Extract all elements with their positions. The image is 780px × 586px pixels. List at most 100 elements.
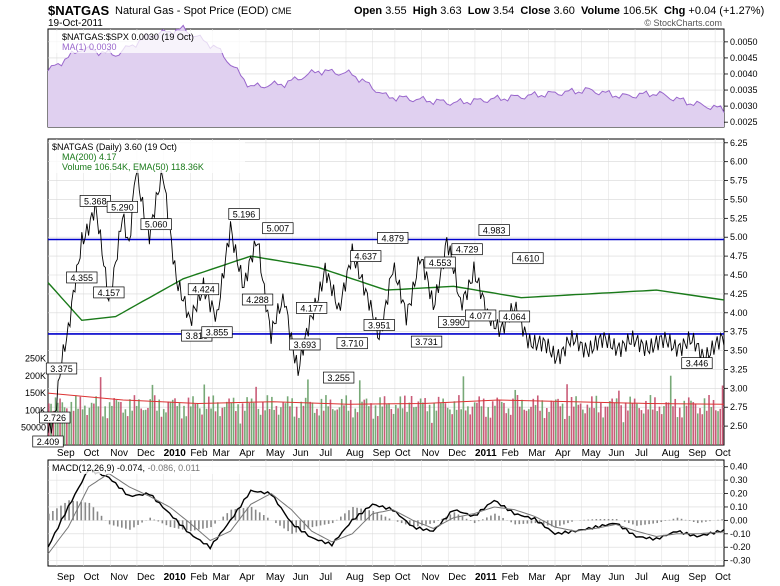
volume-bar [491, 401, 494, 445]
volume-bar [404, 395, 406, 445]
volume-bar [476, 402, 478, 445]
volume-bar [223, 407, 226, 445]
macd-histogram-bar [530, 520, 533, 524]
volume-bar [169, 401, 172, 445]
volume-bar [672, 406, 674, 445]
macd-histogram-bar [125, 520, 127, 529]
macd-histogram-bar [262, 515, 265, 521]
x-axis-mid-label: Mar [528, 448, 546, 459]
volume-bar [347, 410, 350, 445]
volume-bar [609, 401, 611, 445]
macd-histogram-bar [185, 520, 188, 531]
volume-bar [250, 398, 253, 445]
price-label-box [410, 335, 443, 348]
x-axis-mid-label: Jul [635, 448, 648, 459]
macd-signal-line [47, 472, 725, 555]
price-label: 4.424 [192, 285, 215, 295]
price-label-box [336, 337, 368, 350]
volume-bar [687, 397, 690, 445]
volume-tick-label: 100K [25, 405, 46, 415]
volume-bar [300, 401, 302, 445]
volume-bar [79, 396, 82, 445]
volume-bar [266, 395, 269, 445]
volume-bar [683, 400, 686, 445]
volume-bar [541, 400, 544, 445]
price-label: 5.290 [111, 202, 134, 212]
ratio-legend-bg [50, 31, 250, 53]
volume-bar [419, 398, 422, 445]
volume-bar [392, 413, 395, 445]
volume-bar [277, 414, 280, 445]
macd-histogram-bar [173, 520, 176, 528]
volume-bar [663, 406, 665, 445]
panel-frame-3 [47, 459, 725, 567]
x-axis-bottom-label: Jun [608, 572, 624, 583]
price-label: 4.157 [98, 288, 121, 298]
price-axis-tick-label: 2.50 [730, 421, 748, 431]
volume-bar [455, 409, 458, 445]
macd-histogram-bar [279, 520, 281, 526]
volume-bar [534, 405, 537, 445]
volume-bar [307, 379, 309, 445]
volume-bar [241, 403, 244, 445]
volume-bar [295, 406, 298, 445]
x-axis-mid-label: Apr [555, 448, 571, 459]
macd-histogram-bar [181, 520, 184, 530]
macd-histogram-bar [210, 520, 212, 528]
macd-histogram-bar [121, 520, 123, 528]
macd-histogram-bar [717, 519, 719, 521]
price-label-box [681, 357, 713, 369]
macd-histogram-bar [660, 520, 663, 522]
macd-histogram-bar [331, 520, 334, 524]
macd-histogram-bar [222, 516, 225, 521]
volume-bar [410, 396, 413, 445]
macd-histogram-bar [477, 520, 480, 522]
volume-bar [205, 408, 208, 445]
x-axis-bottom-label: Oct [715, 572, 731, 583]
volume-bar [207, 396, 210, 445]
volume-bar [264, 410, 266, 445]
price-label-box [451, 243, 483, 256]
volume-bar [509, 414, 512, 445]
volume-bar [699, 408, 701, 445]
volume-bar [523, 409, 526, 445]
volume-bar [367, 406, 370, 445]
volume-bar [194, 403, 197, 445]
price-label-box [377, 232, 409, 244]
price-label: 4.879 [381, 233, 404, 243]
macd-histogram-bar [648, 520, 650, 525]
volume-bar [471, 406, 474, 445]
volume-bar [57, 402, 59, 445]
macd-axis-tick-label: -0.30 [730, 556, 751, 566]
volume-bar [545, 408, 548, 445]
volume-bar [413, 407, 415, 445]
macd-histogram-bar [283, 520, 285, 529]
price-label: 4.553 [429, 258, 452, 268]
volume-bar [705, 410, 708, 445]
volume-bar [676, 417, 679, 445]
volume-bar [606, 406, 609, 445]
macd-histogram-bar [599, 519, 602, 521]
price-label: 4.983 [483, 226, 506, 236]
volume-bar [331, 409, 334, 445]
x-axis-bottom-label: Aug [346, 572, 364, 583]
ohlc-readout: Open 3.55 High 3.63 Low 3.54 Close 3.60 … [354, 5, 765, 17]
macd-histogram-bar [640, 520, 642, 526]
macd-histogram-bar [522, 520, 525, 524]
macd-legend-part: -0.086, [145, 463, 176, 473]
price-label-box [289, 338, 321, 351]
price-label-box [478, 224, 510, 236]
macd-histogram-bar [96, 511, 99, 521]
volume-bar [185, 416, 188, 445]
volume-bar [627, 410, 629, 445]
price-label-box [140, 218, 172, 231]
volume-bar [422, 402, 424, 445]
macd-axis-tick-label: 0.30 [730, 475, 748, 485]
volume-bar [426, 411, 429, 445]
volume-bar [48, 403, 50, 445]
volume-bar [696, 413, 699, 445]
x-axis-mid-label: Oct [395, 448, 411, 459]
volume-bar [591, 396, 593, 445]
ratio-axis-tick-label: 0.0050 [730, 37, 758, 47]
volume-bar [649, 395, 652, 445]
